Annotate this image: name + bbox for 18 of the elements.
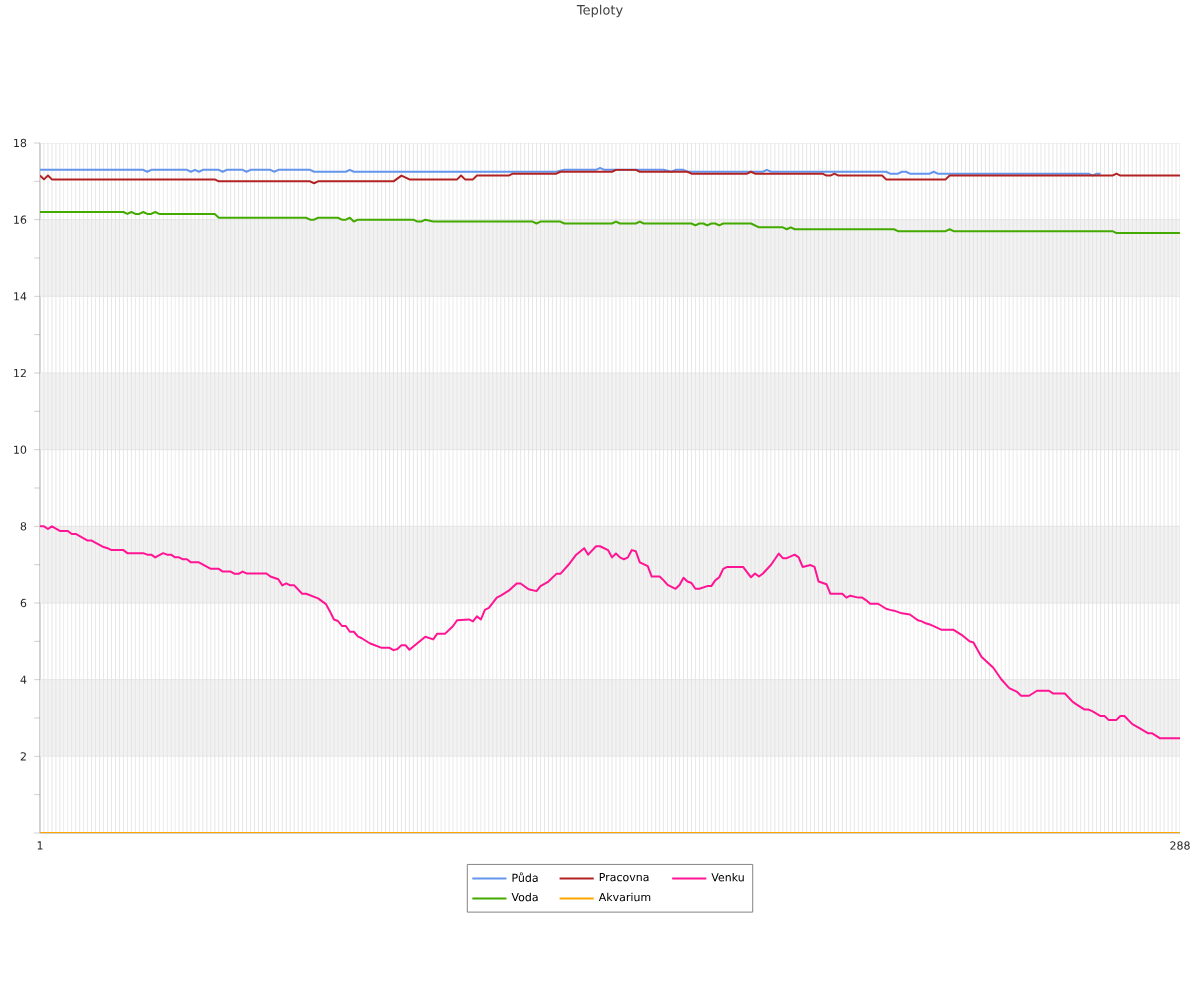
legend-label: Pracovna xyxy=(599,873,649,882)
legend-label: Voda xyxy=(511,892,538,902)
y-tick-label: 6 xyxy=(20,598,27,608)
y-tick-label: 16 xyxy=(14,215,27,224)
y-tick-label: 14 xyxy=(14,292,27,301)
legend-label: Akvarium xyxy=(598,892,651,902)
y-tick-label: 18 xyxy=(14,138,27,148)
legend-label: Venku xyxy=(711,872,744,882)
y-tick-label: 4 xyxy=(20,675,27,684)
y-tick-label: 12 xyxy=(14,368,26,378)
x-tick-label: 288 xyxy=(1170,841,1190,850)
legend-label: Půda xyxy=(512,872,538,882)
chart-title: Teploty xyxy=(576,4,623,18)
y-tick-label: 10 xyxy=(14,445,27,454)
x-tick-label: 1 xyxy=(37,841,43,850)
y-tick-label: 8 xyxy=(20,522,27,531)
line-series xyxy=(40,168,1181,185)
y-tick-label: 2 xyxy=(20,752,26,761)
